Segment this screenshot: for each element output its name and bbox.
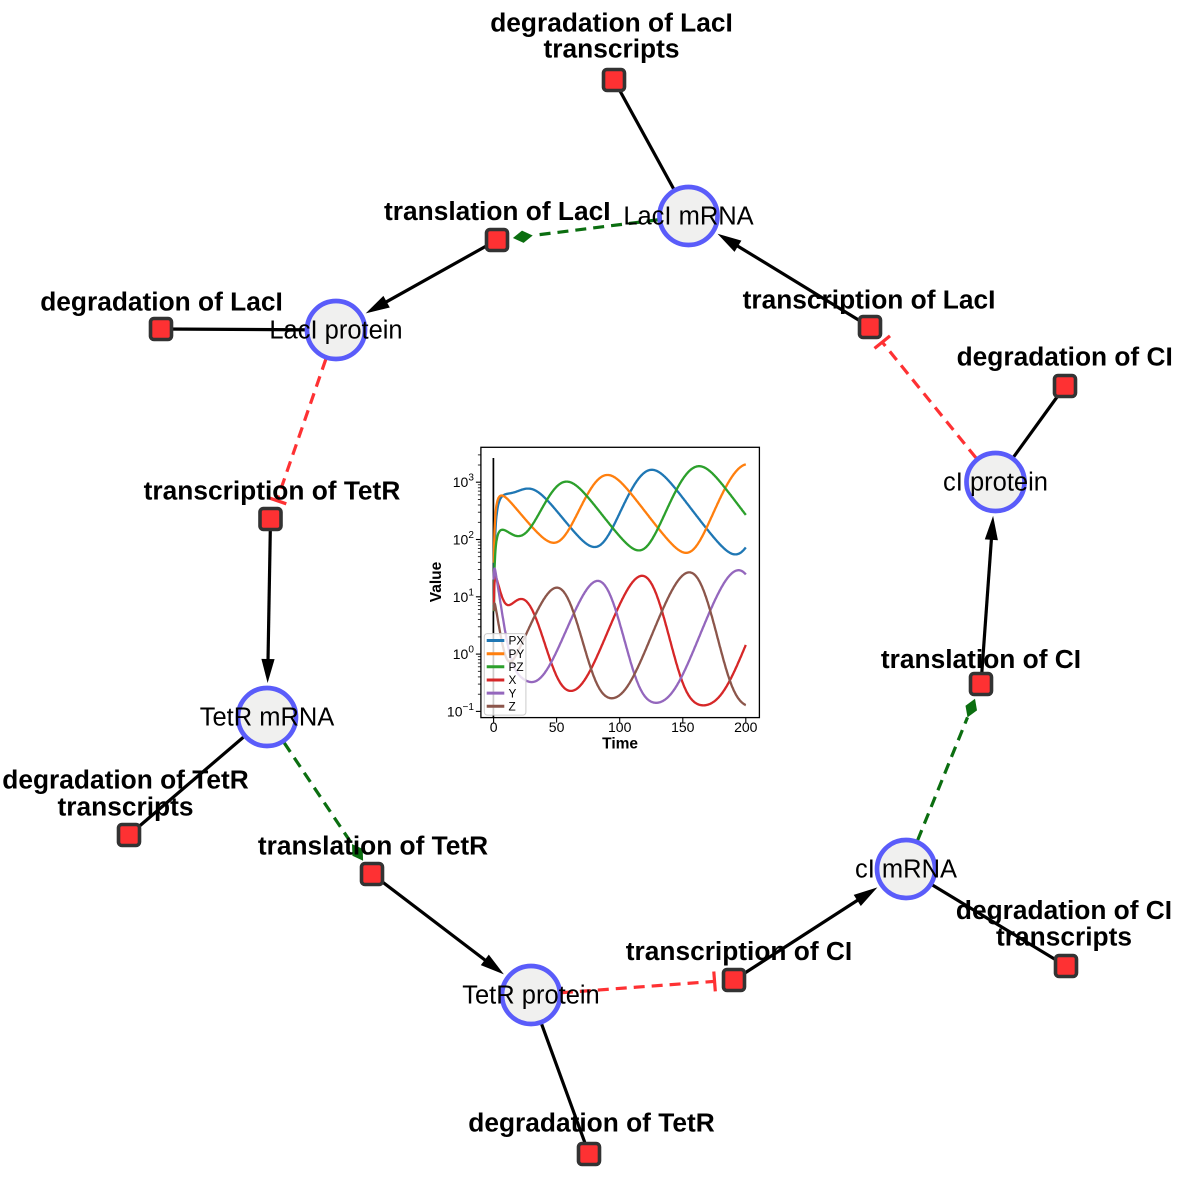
- svg-text:Value: Value: [428, 561, 445, 602]
- svg-text:LacI mRNA: LacI mRNA: [623, 203, 753, 231]
- svg-text:degradation of LacI: degradation of LacI: [40, 287, 283, 317]
- svg-text:PZ: PZ: [509, 660, 524, 674]
- svg-text:TetR mRNA: TetR mRNA: [200, 704, 335, 732]
- svg-text:transcription of CI: transcription of CI: [626, 936, 852, 966]
- svg-text:translation of LacI: translation of LacI: [384, 196, 610, 226]
- svg-text:transcription of TetR: transcription of TetR: [144, 476, 401, 506]
- svg-text:degradation of CI: degradation of CI: [957, 342, 1173, 372]
- svg-text:degradation of CI: degradation of CI: [956, 895, 1172, 925]
- svg-text:cI mRNA: cI mRNA: [855, 856, 957, 884]
- svg-text:Y: Y: [509, 686, 517, 700]
- svg-text:150: 150: [671, 719, 695, 735]
- svg-text:degradation of TetR: degradation of TetR: [468, 1108, 714, 1138]
- svg-text:PY: PY: [509, 647, 525, 661]
- svg-text:200: 200: [734, 719, 758, 735]
- svg-text:Time: Time: [602, 736, 638, 753]
- svg-text:translation of CI: translation of CI: [881, 644, 1081, 674]
- svg-text:transcription of LacI: transcription of LacI: [743, 285, 996, 315]
- svg-text:X: X: [509, 673, 517, 687]
- svg-text:degradation of TetR: degradation of TetR: [2, 765, 248, 795]
- svg-text:translation of TetR: translation of TetR: [258, 831, 488, 861]
- svg-text:transcripts: transcripts: [58, 792, 194, 822]
- svg-text:0: 0: [490, 719, 498, 735]
- svg-text:transcripts: transcripts: [544, 34, 680, 64]
- svg-text:transcripts: transcripts: [996, 922, 1132, 952]
- svg-text:cI protein: cI protein: [943, 469, 1048, 497]
- svg-text:50: 50: [549, 719, 565, 735]
- svg-text:LacI protein: LacI protein: [269, 317, 402, 345]
- svg-text:PX: PX: [509, 634, 525, 648]
- svg-text:100: 100: [608, 719, 632, 735]
- svg-text:Z: Z: [509, 700, 516, 714]
- svg-text:degradation of LacI: degradation of LacI: [490, 8, 733, 38]
- svg-text:TetR protein: TetR protein: [462, 982, 600, 1010]
